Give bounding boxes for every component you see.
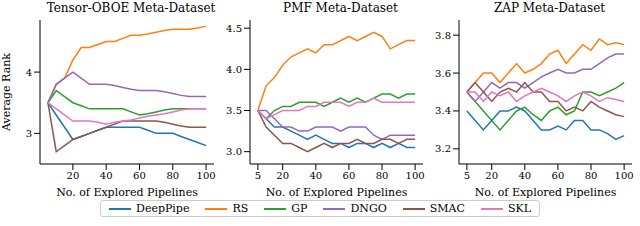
svg-text:20: 20	[485, 170, 498, 181]
html-text:SMAC: SMAC	[429, 202, 465, 215]
svg-text:40: 40	[309, 170, 322, 181]
html-text:DNGO: DNGO	[350, 202, 387, 215]
svg-text:80: 80	[376, 170, 389, 181]
svg-text:3.6: 3.6	[435, 68, 451, 79]
svg-text:60: 60	[343, 170, 356, 181]
html-text:DeepPipe: DeepPipe	[136, 202, 190, 215]
svg-text:80: 80	[585, 170, 598, 181]
html-text:RS: RS	[232, 202, 249, 215]
svg-text:4.5: 4.5	[226, 23, 242, 34]
svg-text:No. of Explored Pipelines: No. of Explored Pipelines	[475, 186, 617, 198]
html-text:PMF Meta-Dataset: PMF Meta-Dataset	[283, 1, 398, 15]
svg-text:100: 100	[197, 170, 216, 181]
svg-text:60: 60	[133, 170, 146, 181]
svg-text:No. of Explored Pipelines: No. of Explored Pipelines	[56, 186, 198, 198]
svg-text:3: 3	[26, 128, 32, 139]
html-text:Tensor-OBOE Meta-Dataset: Tensor-OBOE Meta-Dataset	[46, 1, 216, 15]
svg-text:Average Rank: Average Rank	[8, 53, 13, 132]
svg-text:5: 5	[255, 170, 261, 181]
svg-text:4: 4	[26, 67, 32, 78]
svg-text:3.5: 3.5	[226, 105, 242, 116]
svg-text:3.8: 3.8	[435, 30, 451, 41]
svg-text:3.2: 3.2	[435, 143, 451, 154]
html-text:GP: GP	[291, 202, 308, 215]
svg-text:No. of Explored Pipelines: No. of Explored Pipelines	[266, 186, 408, 198]
svg-text:100: 100	[615, 170, 632, 181]
svg-text:5: 5	[464, 170, 470, 181]
html-text:ZAP Meta-Dataset: ZAP Meta-Dataset	[493, 1, 606, 15]
svg-text:4.0: 4.0	[226, 64, 242, 75]
svg-text:40: 40	[100, 170, 113, 181]
svg-text:60: 60	[552, 170, 565, 181]
svg-text:20: 20	[67, 170, 80, 181]
svg-text:80: 80	[166, 170, 179, 181]
svg-text:20: 20	[276, 170, 289, 181]
svg-text:3.0: 3.0	[226, 146, 242, 157]
svg-text:40: 40	[518, 170, 531, 181]
html-text:SKL: SKL	[507, 202, 531, 215]
svg-text:3.4: 3.4	[435, 105, 451, 116]
svg-text:100: 100	[406, 170, 425, 181]
